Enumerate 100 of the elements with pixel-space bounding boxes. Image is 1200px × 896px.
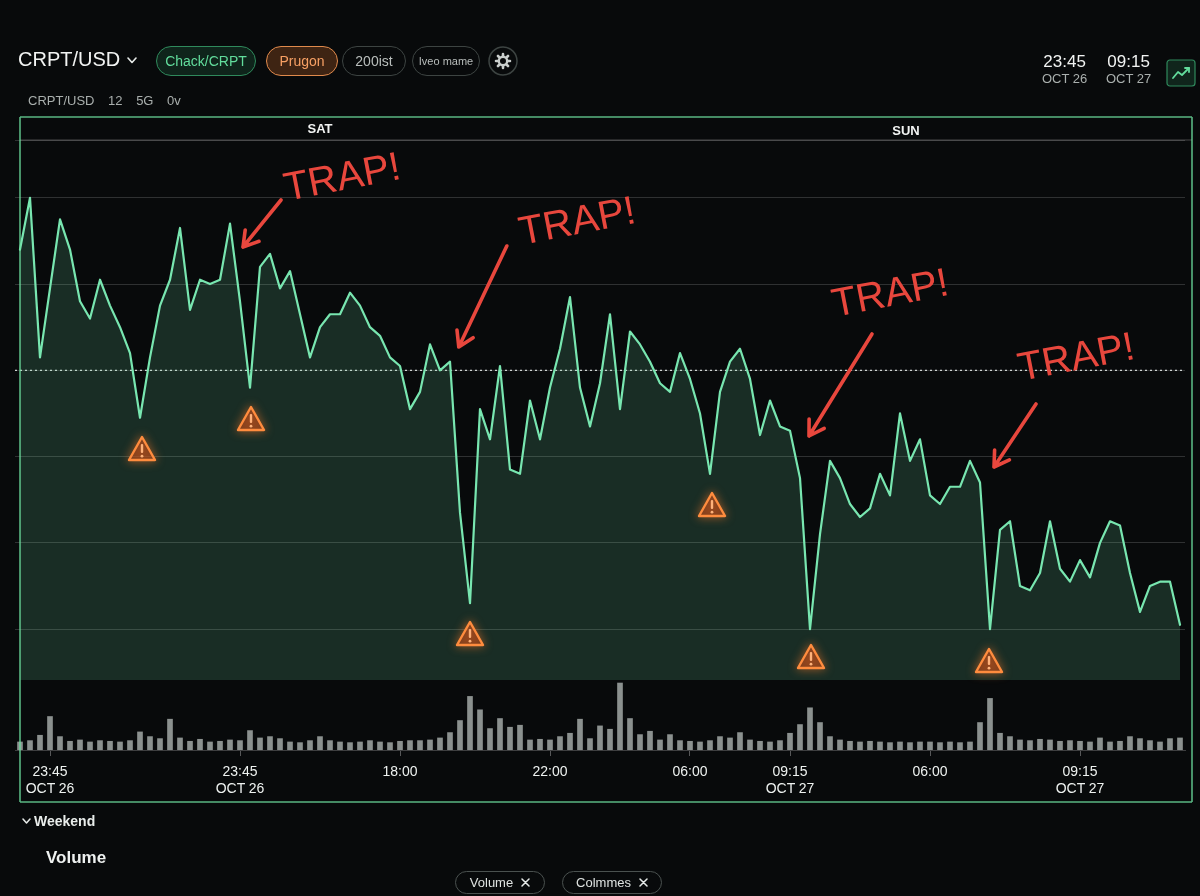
bar: [937, 742, 943, 750]
bar: [447, 732, 453, 750]
bar: [917, 741, 923, 750]
bar: [437, 737, 443, 750]
bar: [247, 730, 253, 750]
bar: [227, 739, 233, 750]
bar: [807, 707, 813, 750]
bar: [127, 740, 133, 750]
annotation: TRAP!: [1013, 323, 1139, 389]
bar: [517, 724, 523, 750]
chart-title: CRPT/USD: [18, 48, 121, 71]
bar: [207, 741, 213, 750]
bar: [677, 740, 683, 750]
bar: [27, 740, 33, 750]
bar: [707, 740, 713, 750]
bar: [997, 732, 1003, 750]
bar: [687, 740, 693, 750]
bar: [137, 731, 143, 750]
bar: [1077, 740, 1083, 750]
annotation: TRAP!: [827, 259, 953, 325]
bar: [277, 738, 283, 750]
bar: [897, 741, 903, 750]
bar: [1037, 738, 1043, 750]
bar: [697, 741, 703, 750]
bar: [397, 740, 403, 750]
bar: [367, 740, 373, 750]
bar: [337, 741, 343, 750]
bar: [1057, 740, 1063, 750]
bar: [557, 736, 563, 750]
bar: [527, 739, 533, 750]
bar: [867, 740, 873, 750]
bar: [927, 741, 933, 750]
text: SUN: [892, 122, 920, 138]
bar: [657, 739, 663, 750]
bar: [387, 742, 393, 750]
bar: [347, 742, 353, 750]
bar: [57, 736, 63, 750]
bar: [237, 740, 243, 750]
bar: [167, 718, 173, 750]
x-tick-label: 06:00: [912, 763, 948, 780]
bar: [1157, 741, 1163, 750]
bar: [987, 698, 993, 750]
bar: [1087, 741, 1093, 750]
bar: [1127, 736, 1133, 750]
bar: [297, 742, 303, 750]
text: 09:15 OCT 27: [1106, 52, 1152, 87]
button: Prugon: [266, 46, 338, 76]
bar: [727, 737, 733, 750]
bar: [537, 738, 543, 750]
bar: [47, 716, 53, 750]
bar: [1107, 741, 1113, 750]
bar: [507, 726, 513, 750]
bar: [747, 739, 753, 750]
bar: [407, 740, 413, 750]
bar: [87, 741, 93, 750]
bar: [547, 739, 553, 750]
bar: [287, 741, 293, 750]
bar: [327, 740, 333, 750]
bar: [77, 739, 83, 750]
bar: [417, 740, 423, 750]
bar: [1117, 740, 1123, 750]
bar: [617, 682, 623, 750]
bar: [667, 734, 673, 750]
bar: [307, 740, 313, 750]
x-tick-label: 22:00: [532, 763, 568, 780]
bar: [907, 742, 913, 750]
bar: [67, 740, 73, 750]
bar: [467, 696, 473, 750]
bar: [597, 725, 603, 750]
bar: [457, 720, 463, 750]
bar: [177, 737, 183, 750]
bar: [97, 740, 103, 750]
bar: [607, 728, 613, 750]
bar: [1007, 736, 1013, 750]
bar: [157, 738, 163, 750]
bar: [1147, 740, 1153, 750]
bar: [267, 736, 273, 750]
bar: [257, 737, 263, 750]
bar: [627, 718, 633, 750]
bar: [587, 738, 593, 750]
bar: [427, 739, 433, 750]
bar: [837, 739, 843, 750]
bar: [107, 740, 113, 750]
annotation: TRAP!: [514, 187, 640, 253]
chart-subtitle: CRPT/USD 12 5G 0v: [28, 93, 181, 108]
bar: [767, 741, 773, 750]
x-tick-label: 06:00: [672, 763, 708, 780]
bar: [887, 742, 893, 750]
bar: [187, 740, 193, 750]
bar: [377, 741, 383, 750]
bar: [487, 728, 493, 750]
bar: [117, 741, 123, 750]
bar: [1067, 740, 1073, 750]
bar: [357, 741, 363, 750]
bar: [577, 718, 583, 750]
bar: [217, 740, 223, 750]
bar: [827, 736, 833, 750]
bar: [777, 740, 783, 750]
bar: [977, 722, 983, 750]
text: Volume: [46, 848, 107, 868]
